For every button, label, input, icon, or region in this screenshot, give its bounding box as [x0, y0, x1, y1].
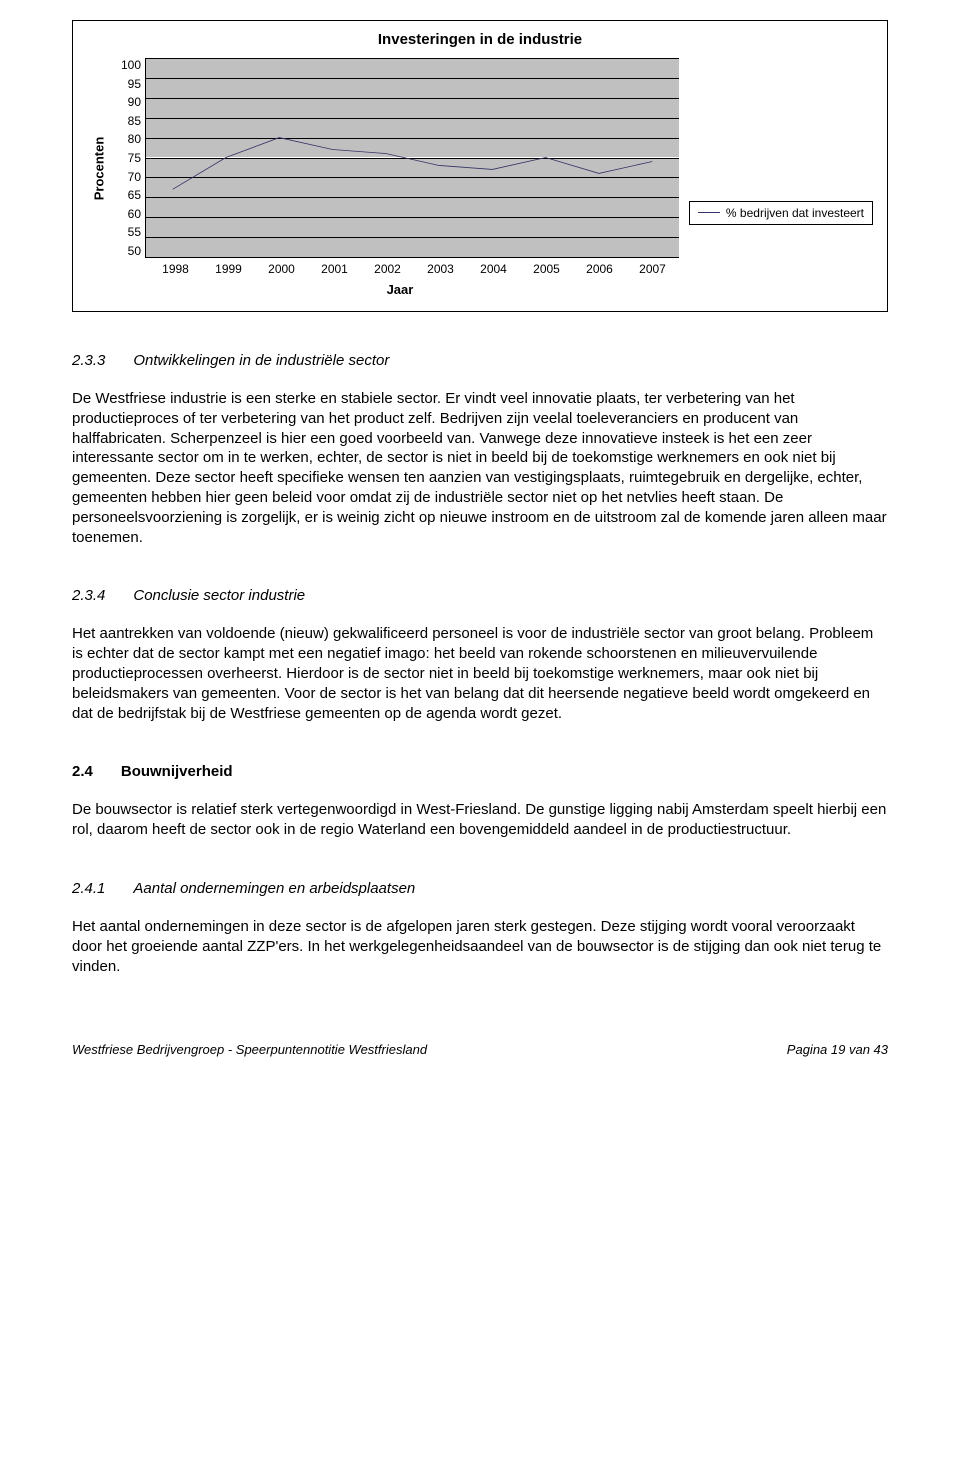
xtick-label: 2001 — [308, 262, 361, 276]
xtick-label: 2003 — [414, 262, 467, 276]
ytick-label: 80 — [121, 132, 141, 146]
footer-left: Westfriese Bedrijvengroep - Speerpuntenn… — [72, 1042, 427, 1057]
chart-title: Investeringen in de industrie — [87, 31, 873, 48]
chart-line — [146, 58, 679, 257]
footer-right: Pagina 19 van 43 — [787, 1042, 888, 1057]
xtick-label: 2004 — [467, 262, 520, 276]
xtick-label: 1999 — [202, 262, 255, 276]
xtick-label: 2007 — [626, 262, 679, 276]
ytick-label: 90 — [121, 95, 141, 109]
ytick-label: 65 — [121, 188, 141, 202]
heading-2-3-4: 2.3.4 Conclusie sector industrie — [72, 587, 888, 604]
xtick-label: 2005 — [520, 262, 573, 276]
para-2-3-3: De Westfriese industrie is een sterke en… — [72, 389, 888, 547]
heading-num: 2.3.4 — [72, 587, 105, 604]
ytick-label: 50 — [121, 244, 141, 258]
xtick-label: 2002 — [361, 262, 414, 276]
legend-line-icon — [698, 212, 720, 214]
chart-xlabel: Jaar — [121, 282, 679, 297]
chart-ylabel-wrap: Procenten — [87, 58, 111, 278]
heading-title: Bouwnijverheid — [121, 763, 233, 780]
chart-plot-area — [145, 58, 679, 258]
heading-2-3-3: 2.3.3 Ontwikkelingen in de industriële se… — [72, 352, 888, 369]
chart-yaxis: 100 95 90 85 80 75 70 65 60 55 50 — [121, 58, 145, 258]
xtick-label: 1998 — [149, 262, 202, 276]
ytick-label: 95 — [121, 77, 141, 91]
para-2-4: De bouwsector is relatief sterk vertegen… — [72, 800, 888, 840]
ytick-label: 60 — [121, 207, 141, 221]
legend-label: % bedrijven dat investeert — [726, 206, 864, 220]
heading-2-4: 2.4 Bouwnijverheid — [72, 763, 888, 780]
ytick-label: 100 — [121, 58, 141, 72]
heading-num: 2.4 — [72, 763, 93, 780]
para-2-4-1: Het aantal ondernemingen in deze sector … — [72, 917, 888, 976]
xtick-label: 2000 — [255, 262, 308, 276]
chart-xaxis: 1998199920002001200220032004200520062007 — [149, 262, 679, 276]
chart-investeringen: Investeringen in de industrie Procenten … — [72, 20, 888, 312]
chart-ylabel: Procenten — [92, 136, 107, 200]
chart-legend: % bedrijven dat investeert — [689, 201, 873, 225]
xtick-label: 2006 — [573, 262, 626, 276]
heading-title: Ontwikkelingen in de industriële sector — [133, 352, 389, 369]
page-footer: Westfriese Bedrijvengroep - Speerpuntenn… — [72, 1036, 888, 1057]
ytick-label: 85 — [121, 114, 141, 128]
heading-title: Aantal ondernemingen en arbeidsplaatsen — [133, 880, 415, 897]
ytick-label: 75 — [121, 151, 141, 165]
para-2-3-4: Het aantrekken van voldoende (nieuw) gek… — [72, 624, 888, 723]
heading-num: 2.3.3 — [72, 352, 105, 369]
ytick-label: 55 — [121, 225, 141, 239]
heading-num: 2.4.1 — [72, 880, 105, 897]
heading-title: Conclusie sector industrie — [133, 587, 305, 604]
heading-2-4-1: 2.4.1 Aantal ondernemingen en arbeidsplaa… — [72, 880, 888, 897]
ytick-label: 70 — [121, 170, 141, 184]
